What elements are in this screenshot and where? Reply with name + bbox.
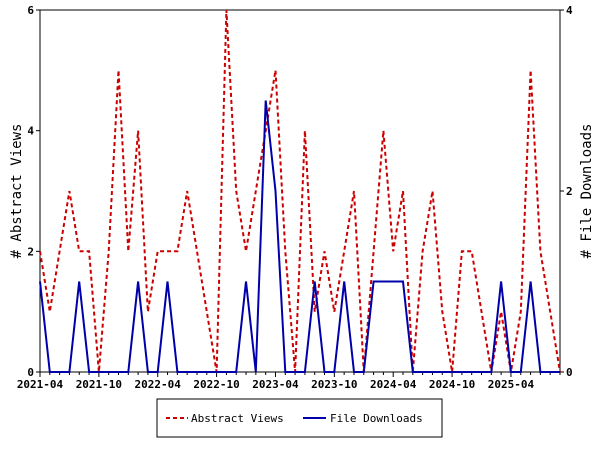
left-tick-label: 2 bbox=[27, 245, 34, 258]
series-line-abstract-views bbox=[39, 9, 561, 373]
left-tick-label: 0 bbox=[27, 366, 34, 379]
y-axis-title-left: # Abstract Views bbox=[9, 124, 25, 259]
plot-area bbox=[39, 9, 561, 373]
legend-box bbox=[156, 398, 443, 438]
x-tick-label: 2023-04 bbox=[252, 378, 299, 391]
series-line-file-downloads bbox=[39, 100, 560, 373]
legend-label-abstract-views: Abstract Views bbox=[191, 412, 284, 425]
x-tick-label: 2025-04 bbox=[488, 378, 535, 391]
right-tick-label: 0 bbox=[566, 366, 573, 379]
x-tick-label: 2023-10 bbox=[311, 378, 357, 391]
right-axis: 0 2 4 bbox=[560, 4, 573, 379]
x-tick-label: 2024-10 bbox=[429, 378, 475, 391]
left-axis: 0 2 4 6 bbox=[27, 4, 40, 379]
right-tick-label: 2 bbox=[566, 185, 573, 198]
left-tick-label: 4 bbox=[27, 125, 34, 138]
x-tick-label: 2024-04 bbox=[370, 378, 417, 391]
x-tick-label: 2021-04 bbox=[17, 378, 64, 391]
legend: Abstract Views File Downloads bbox=[156, 398, 443, 438]
y-axis-title-right: # File Downloads bbox=[579, 124, 595, 259]
right-tick-label: 4 bbox=[566, 4, 573, 17]
legend-label-file-downloads: File Downloads bbox=[330, 412, 423, 425]
x-tick-label: 2021-10 bbox=[76, 378, 122, 391]
x-tick-label: 2022-04 bbox=[135, 378, 182, 391]
series-group bbox=[39, 9, 561, 373]
left-tick-label: 6 bbox=[27, 4, 34, 17]
x-axis: 2021-04 2021-10 2022-04 2022-10 2023-04 2023-… bbox=[17, 372, 561, 391]
x-tick-label: 2022-10 bbox=[193, 378, 239, 391]
